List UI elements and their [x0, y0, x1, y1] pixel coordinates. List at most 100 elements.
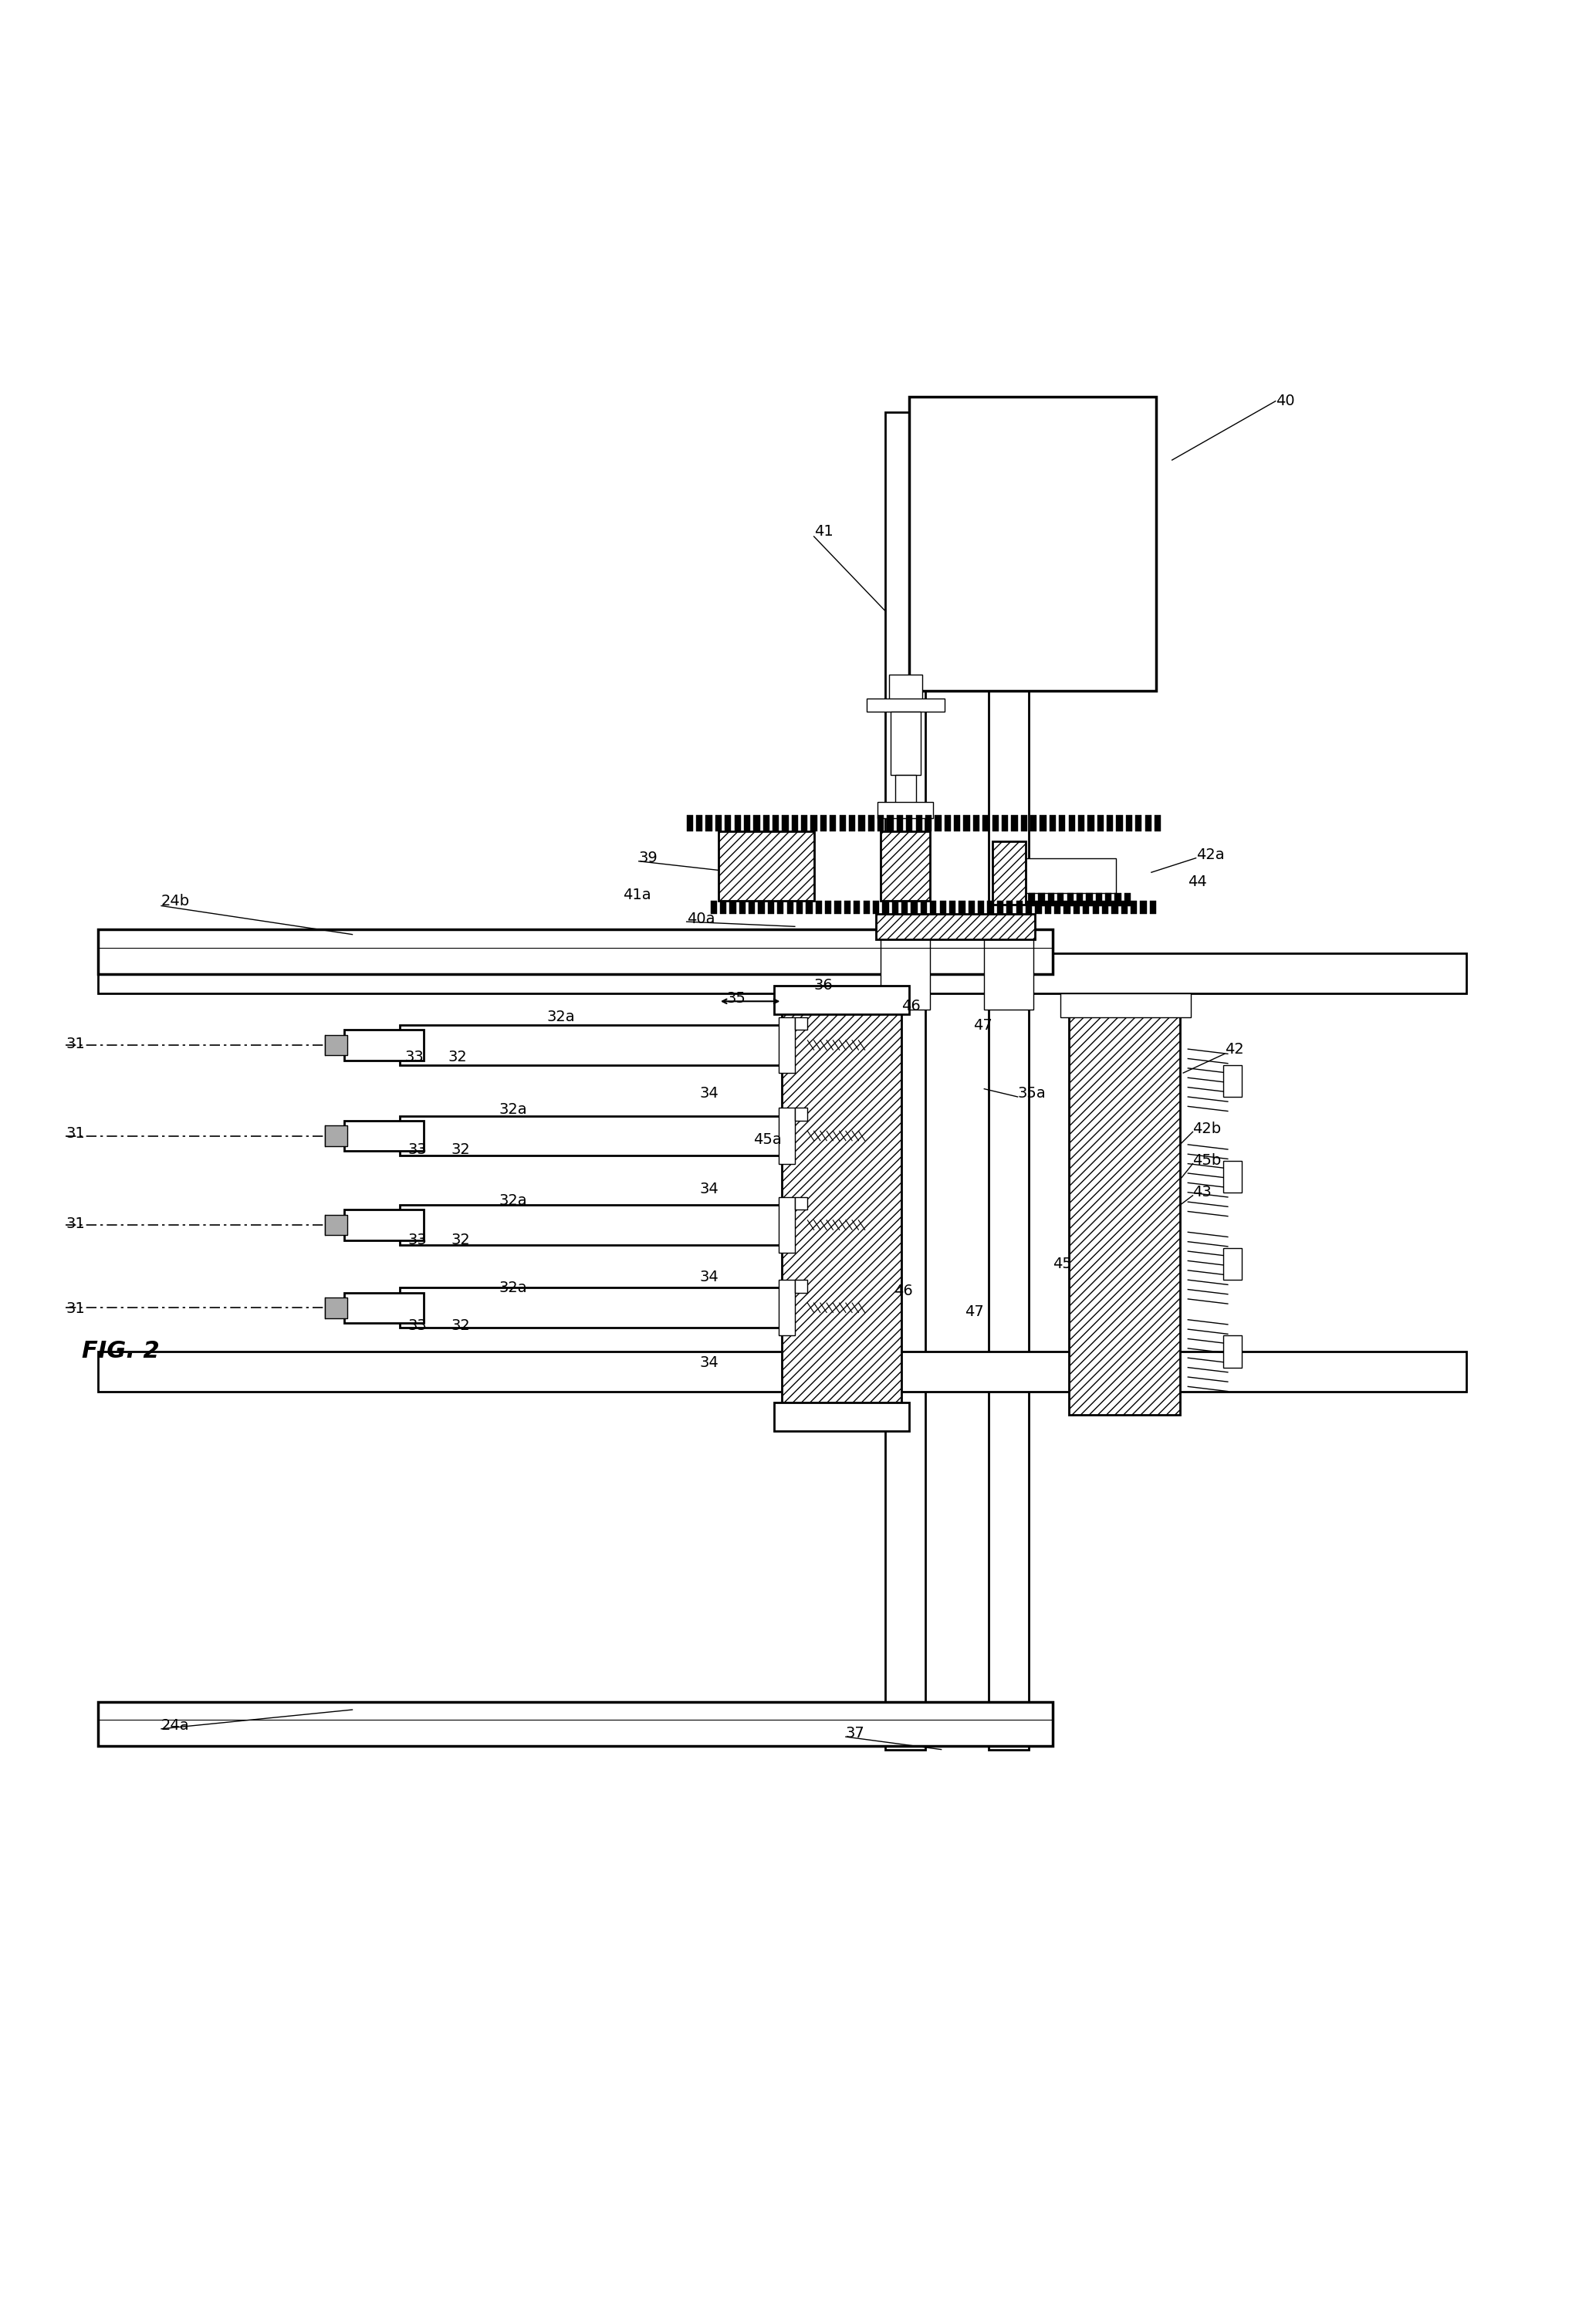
- Bar: [401, 1288, 782, 1328]
- Bar: [835, 901, 841, 914]
- Bar: [779, 1279, 795, 1335]
- Bar: [326, 1035, 348, 1056]
- Text: 24a: 24a: [161, 1718, 190, 1734]
- Bar: [779, 1198, 795, 1253]
- Text: 46: 46: [902, 998, 921, 1014]
- Text: 33: 33: [409, 1142, 428, 1156]
- Bar: [796, 901, 803, 914]
- Bar: [1050, 815, 1057, 831]
- Text: 44: 44: [1187, 875, 1207, 889]
- Bar: [710, 901, 717, 914]
- Bar: [326, 1126, 348, 1147]
- Bar: [772, 815, 779, 831]
- Bar: [978, 901, 985, 914]
- Text: 32: 32: [448, 1049, 468, 1065]
- Bar: [725, 815, 731, 831]
- Bar: [1125, 815, 1132, 831]
- Bar: [859, 815, 865, 831]
- Bar: [1140, 901, 1146, 914]
- Bar: [825, 901, 832, 914]
- Bar: [916, 815, 922, 831]
- Bar: [1029, 894, 1036, 905]
- Bar: [705, 815, 712, 831]
- Bar: [1135, 815, 1141, 831]
- Bar: [763, 815, 769, 831]
- Text: 32a: 32a: [500, 1102, 527, 1116]
- Bar: [345, 1121, 425, 1151]
- Bar: [1130, 901, 1136, 914]
- Bar: [1093, 901, 1098, 914]
- Bar: [795, 1279, 808, 1293]
- Bar: [718, 831, 814, 901]
- Bar: [878, 803, 934, 819]
- Bar: [990, 413, 1029, 1750]
- Bar: [97, 1701, 1053, 1745]
- Text: 33: 33: [409, 1232, 428, 1246]
- Text: 47: 47: [966, 1304, 985, 1318]
- Bar: [891, 713, 921, 775]
- Bar: [883, 901, 889, 914]
- Bar: [867, 699, 945, 713]
- Bar: [849, 815, 855, 831]
- Bar: [1223, 1335, 1242, 1367]
- Bar: [326, 1297, 348, 1318]
- Bar: [969, 901, 975, 914]
- Bar: [1120, 901, 1127, 914]
- Bar: [792, 815, 798, 831]
- Bar: [1223, 1160, 1242, 1193]
- Text: 31: 31: [65, 1302, 85, 1316]
- Bar: [811, 815, 817, 831]
- Text: 24b: 24b: [161, 894, 190, 908]
- Bar: [1101, 901, 1108, 914]
- Bar: [1087, 894, 1093, 905]
- Bar: [1154, 815, 1160, 831]
- Text: 43: 43: [1192, 1186, 1211, 1200]
- Text: 31: 31: [65, 1216, 85, 1232]
- Bar: [345, 1031, 425, 1061]
- Bar: [910, 397, 1156, 692]
- Text: 32: 32: [452, 1318, 471, 1332]
- Bar: [1124, 894, 1130, 905]
- Bar: [854, 901, 860, 914]
- Bar: [1065, 901, 1071, 914]
- Bar: [758, 901, 764, 914]
- Bar: [1144, 815, 1151, 831]
- Bar: [830, 815, 836, 831]
- Bar: [734, 815, 741, 831]
- Bar: [839, 815, 846, 831]
- Bar: [744, 815, 750, 831]
- Bar: [1045, 901, 1052, 914]
- Text: 32: 32: [452, 1232, 471, 1246]
- Bar: [1149, 901, 1156, 914]
- Bar: [892, 901, 899, 914]
- Text: FIG. 2: FIG. 2: [81, 1339, 160, 1362]
- Text: 47: 47: [974, 1019, 993, 1033]
- Bar: [993, 843, 1026, 905]
- Bar: [886, 413, 926, 1750]
- Bar: [1026, 901, 1033, 914]
- Bar: [940, 901, 946, 914]
- Text: 42b: 42b: [1192, 1121, 1221, 1135]
- Bar: [950, 901, 956, 914]
- Bar: [326, 1214, 348, 1235]
- Text: 42: 42: [1224, 1042, 1243, 1056]
- Bar: [1017, 901, 1023, 914]
- Text: 37: 37: [846, 1727, 865, 1741]
- Bar: [97, 931, 1053, 975]
- Text: 32a: 32a: [500, 1193, 527, 1207]
- Bar: [1116, 815, 1122, 831]
- Text: 34: 34: [699, 1086, 718, 1100]
- Bar: [1084, 901, 1090, 914]
- Bar: [753, 815, 760, 831]
- Bar: [1012, 815, 1018, 831]
- Bar: [911, 901, 918, 914]
- Bar: [998, 901, 1004, 914]
- Text: 31: 31: [65, 1037, 85, 1051]
- Text: 45: 45: [1053, 1256, 1073, 1272]
- Text: 42a: 42a: [1195, 847, 1224, 861]
- Bar: [988, 901, 994, 914]
- Bar: [1095, 894, 1101, 905]
- Bar: [1106, 815, 1112, 831]
- Bar: [779, 1017, 795, 1072]
- Bar: [926, 815, 932, 831]
